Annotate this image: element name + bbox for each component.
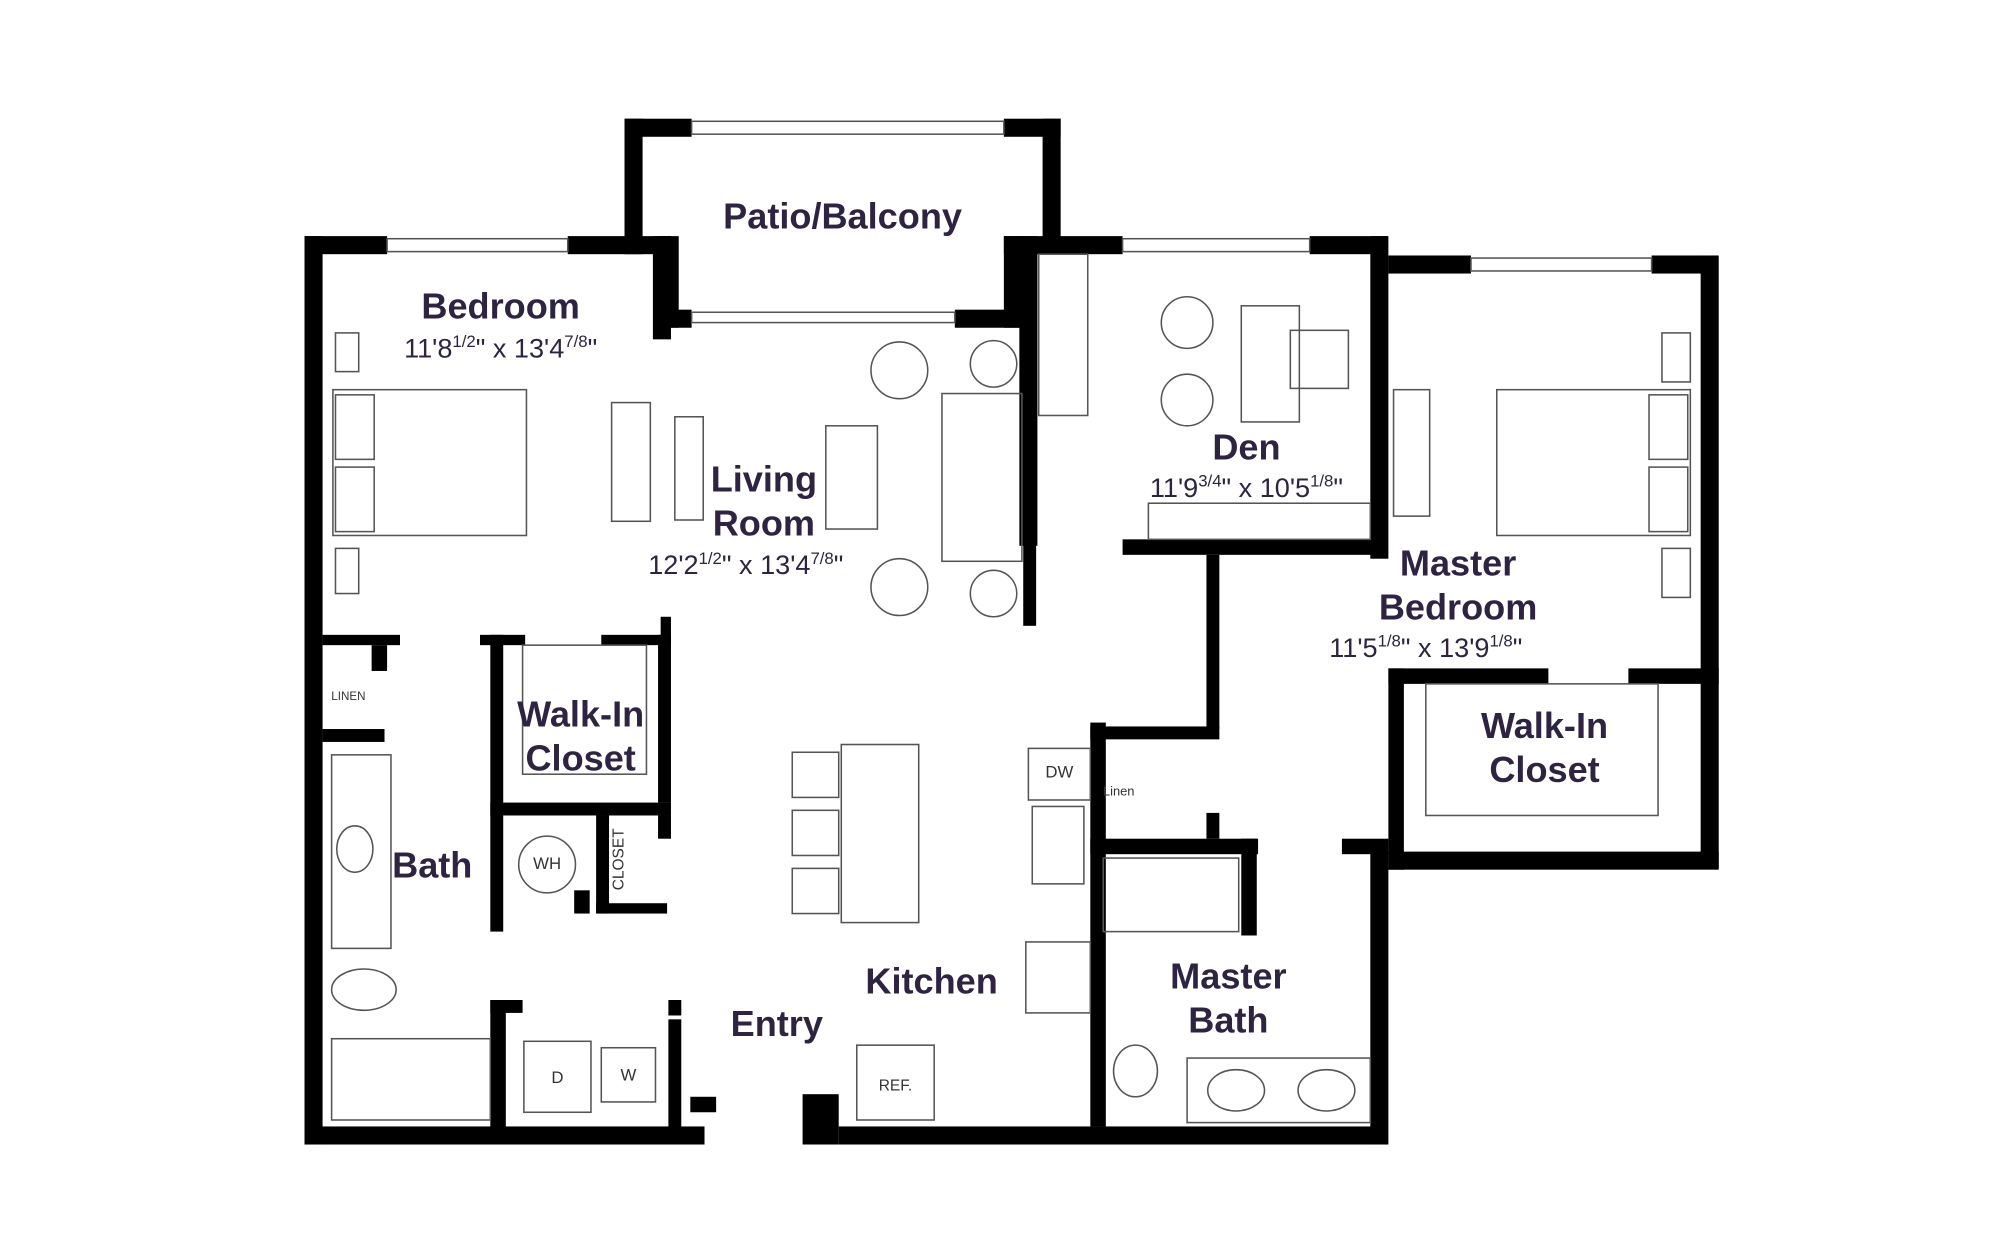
windows (386, 120, 1653, 324)
dimension-text: " (588, 332, 598, 363)
fixture-label: D (551, 1068, 563, 1087)
room-label: Master (1400, 542, 1516, 583)
walls (304, 118, 1719, 1145)
furniture (330, 253, 1692, 1124)
room-label: Room (713, 502, 815, 543)
room-dimensions: 11'81/2" x 13'47/8" (404, 332, 597, 363)
fixture-label: LINEN (331, 690, 365, 703)
dimension-text: " (1333, 472, 1343, 503)
room-labels: Patio/Balcony Bedroom 11'81/2" x 13'47/8… (392, 195, 1608, 1044)
dimension-fraction: 1/8 (1378, 631, 1401, 650)
dimension-text: " (1513, 632, 1523, 663)
fixture-labels: WH CLOSET LINEN Linen DW D W REF. (331, 690, 1134, 1095)
room-label: Living (711, 459, 817, 500)
dimension-text: " x 13'9 (1401, 632, 1490, 663)
room-label: Closet (1489, 749, 1599, 790)
fixture-label: Linen (1103, 784, 1135, 799)
dimension-text: " (834, 549, 844, 580)
dimension-fraction: 1/8 (1489, 631, 1512, 650)
room-label: Bath (392, 844, 472, 885)
dimension-text: " x 13'4 (476, 332, 565, 363)
room-label: Master (1170, 955, 1286, 996)
fixture-label: REF. (879, 1078, 913, 1095)
room-dimensions: 11'51/8" x 13'91/8" (1329, 631, 1522, 662)
dimension-fraction: 7/8 (810, 549, 833, 568)
dimension-text: " x 10'5 (1222, 472, 1311, 503)
dimension-text: 11'9 (1150, 472, 1198, 503)
dimension-fraction: 1/2 (452, 332, 475, 351)
dimension-fraction: 7/8 (564, 332, 587, 351)
room-label: Bedroom (421, 286, 580, 327)
room-label: Kitchen (865, 961, 997, 1002)
dimension-fraction: 1/2 (699, 549, 722, 568)
room-label: Walk-In (1481, 705, 1608, 746)
room-dimensions: 12'21/2" x 13'47/8" (648, 549, 843, 580)
dimension-fraction: 3/4 (1198, 471, 1221, 490)
room-dimensions: 11'93/4" x 10'51/8" (1150, 471, 1343, 502)
room-label: Bath (1188, 999, 1268, 1040)
room-label: Entry (731, 1003, 823, 1044)
room-label: Closet (525, 737, 635, 778)
room-label: Den (1212, 426, 1280, 467)
dimension-text: " x 13'4 (722, 549, 811, 580)
fixture-label: CLOSET (610, 828, 627, 890)
dimension-text: 11'8 (404, 332, 452, 363)
room-label: Bedroom (1379, 586, 1538, 627)
fixture-label: W (620, 1066, 636, 1085)
dimension-fraction: 1/8 (1310, 471, 1333, 490)
fixture-label: DW (1045, 762, 1073, 781)
dimension-text: 11'5 (1329, 632, 1377, 663)
room-label: Walk-In (517, 693, 644, 734)
fixture-label: WH (533, 854, 561, 873)
room-label: Patio/Balcony (723, 195, 962, 236)
dimension-text: 12'2 (648, 549, 698, 580)
